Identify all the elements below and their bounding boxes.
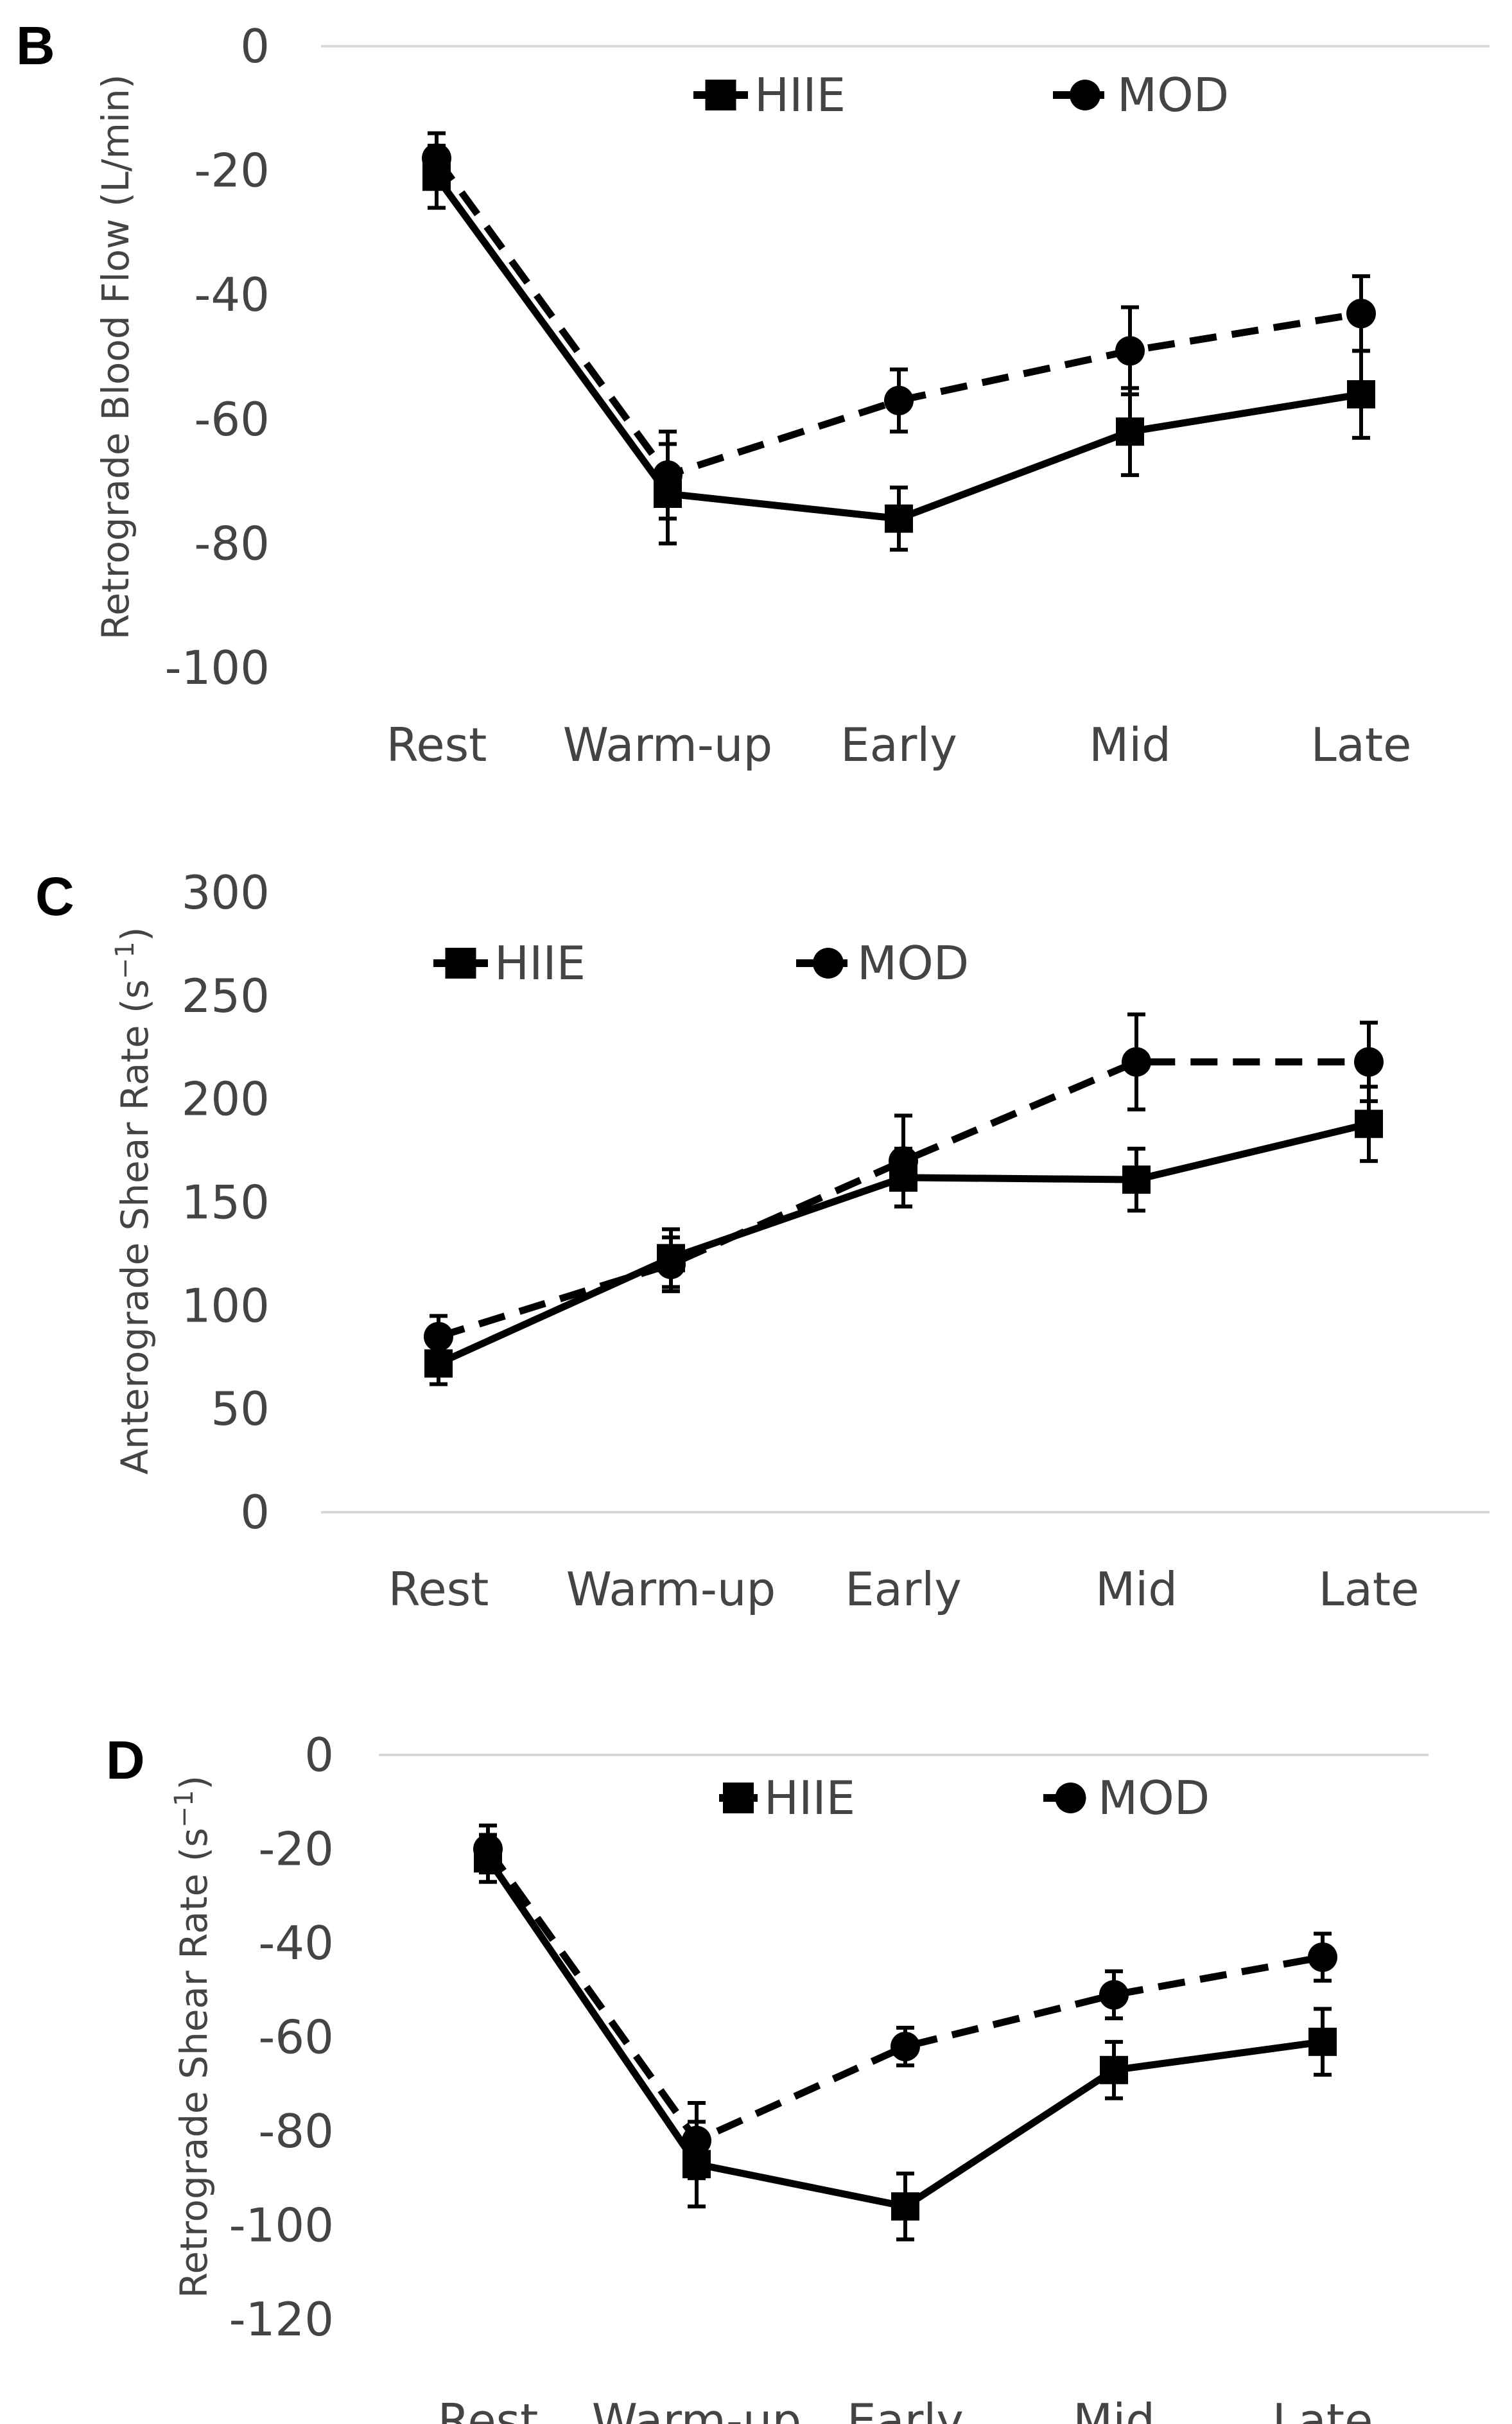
data-point-hiie <box>1308 2027 1337 2056</box>
data-point-mod <box>884 385 914 415</box>
data-point-mod <box>891 2032 920 2062</box>
x-tick-label-late: Late <box>1319 1562 1420 1616</box>
legend-label-hiie: HIIE <box>764 1771 855 1825</box>
data-point-mod <box>1308 1942 1337 1972</box>
y-tick-label: -100 <box>229 2199 334 2253</box>
data-point-hiie <box>1347 380 1375 409</box>
x-tick-label-early: Early <box>840 718 957 772</box>
series-line-mod <box>437 1058 1369 1340</box>
x-tick-label-rest: Rest <box>387 718 487 772</box>
series-line-mod <box>433 155 1362 479</box>
x-tick-label-late: Late <box>1311 718 1412 772</box>
data-point-hiie <box>422 162 451 191</box>
legend-square-marker <box>445 948 476 979</box>
data-point-hiie <box>885 504 913 533</box>
data-point-mod <box>1099 1980 1129 2010</box>
data-point-hiie <box>1116 417 1144 446</box>
legend-square-marker <box>723 1783 754 1813</box>
series-mod <box>422 131 1376 521</box>
panel-letter-c: C <box>35 866 74 927</box>
x-tick-label-rest: Rest <box>388 1562 489 1616</box>
y-tick-label: 250 <box>182 969 270 1023</box>
series-line-mod <box>485 1847 1323 2145</box>
y-tick-label: 300 <box>182 866 270 920</box>
panel-letter-b: B <box>16 15 55 76</box>
y-axis-label-text: Anterograde Shear Rate (s <box>113 979 157 1474</box>
legend-label-hiie: HIIE <box>494 936 586 990</box>
y-axis-label-text: Retrograde Blood Flow (L/min) <box>94 74 137 640</box>
y-axis-label-close: ) <box>113 927 157 941</box>
legend-circle-marker <box>1055 1783 1086 1813</box>
legend-item-hiie: HIIE <box>693 68 846 122</box>
y-tick-label: -40 <box>194 268 270 322</box>
data-point-hiie <box>1100 2055 1128 2084</box>
legend-item-mod: MOD <box>1043 1771 1210 1825</box>
legend-item-hiie: HIIE <box>719 1771 855 1825</box>
legend-label-mod: MOD <box>1098 1771 1210 1825</box>
series-mod <box>473 1823 1337 2181</box>
y-tick-label: 150 <box>182 1176 270 1230</box>
data-point-mod <box>1115 336 1145 366</box>
y-tick-label: 0 <box>304 1728 334 1782</box>
y-tick-label: -120 <box>229 2292 334 2346</box>
data-point-hiie <box>424 1349 453 1378</box>
series-hiie <box>422 143 1375 552</box>
x-tick-label-warm-up: Warm-up <box>563 718 773 772</box>
legend-item-mod: MOD <box>796 936 969 990</box>
y-axis-label-superscript: −1 <box>110 941 140 979</box>
y-axis-label-close: ) <box>172 1775 216 1790</box>
x-tick-label-rest: Rest <box>438 2394 539 2424</box>
legend-item-mod: MOD <box>1053 68 1229 122</box>
x-tick-label-late: Late <box>1273 2394 1373 2424</box>
legend-label-hiie: HIIE <box>754 68 846 122</box>
y-axis-label-superscript: −1 <box>169 1790 199 1827</box>
x-tick-label-warm-up: Warm-up <box>592 2394 802 2424</box>
legend-label-mod: MOD <box>1117 68 1229 122</box>
legend-circle-marker <box>1070 80 1100 110</box>
x-tick-label-early: Early <box>845 1562 962 1616</box>
data-point-hiie <box>889 1163 917 1192</box>
y-tick-label: -80 <box>258 2104 334 2158</box>
y-axis-label: Retrograde Blood Flow (L/min) <box>94 74 137 640</box>
legend-square-marker <box>705 80 736 110</box>
legend-circle-marker <box>813 948 844 979</box>
y-tick-label: -20 <box>194 144 270 198</box>
y-tick-label: -100 <box>165 641 270 695</box>
x-tick-label-mid: Mid <box>1095 1562 1177 1616</box>
data-point-mod <box>1122 1047 1151 1077</box>
x-tick-label-mid: Mid <box>1073 2394 1155 2424</box>
y-axis-label-text: Retrograde Shear Rate (s <box>172 1827 216 2298</box>
y-tick-label: 100 <box>182 1278 270 1332</box>
data-point-hiie <box>682 2150 711 2179</box>
panel-letter-d: D <box>106 1730 145 1790</box>
data-point-hiie <box>654 479 682 508</box>
data-point-mod <box>1354 1047 1384 1077</box>
y-tick-label: -80 <box>194 516 270 570</box>
y-tick-label: 0 <box>240 19 270 73</box>
x-tick-label-warm-up: Warm-up <box>566 1562 776 1616</box>
data-point-hiie <box>474 1844 502 1873</box>
y-axis-label: Retrograde Shear Rate (s−1) <box>169 1775 216 2298</box>
data-point-hiie <box>657 1244 685 1273</box>
x-tick-label-early: Early <box>847 2394 964 2424</box>
y-tick-label: -40 <box>258 1916 334 1970</box>
y-tick-label: 0 <box>240 1485 270 1539</box>
y-axis-label: Anterograde Shear Rate (s−1) <box>110 927 157 1474</box>
y-tick-label: -60 <box>258 2010 334 2064</box>
series-hiie <box>424 1085 1383 1386</box>
y-tick-label: -60 <box>194 392 270 446</box>
legend-label-mod: MOD <box>857 936 969 990</box>
series-hiie <box>474 1833 1337 2242</box>
legend-item-hiie: HIIE <box>433 936 586 990</box>
y-tick-label: -20 <box>258 1822 334 1876</box>
y-tick-label: 200 <box>182 1072 270 1126</box>
data-point-mod <box>1346 299 1376 329</box>
data-point-hiie <box>1355 1110 1383 1138</box>
data-point-hiie <box>1122 1165 1151 1194</box>
y-tick-label: 50 <box>211 1382 270 1436</box>
data-point-hiie <box>891 2192 919 2221</box>
x-tick-label-mid: Mid <box>1089 718 1171 772</box>
